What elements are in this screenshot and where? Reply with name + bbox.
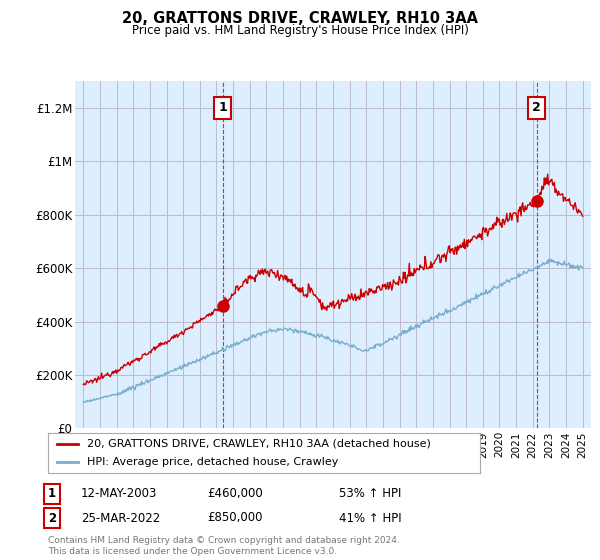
Text: 41% ↑ HPI: 41% ↑ HPI bbox=[339, 511, 401, 525]
Text: 1: 1 bbox=[48, 487, 56, 501]
Text: 20, GRATTONS DRIVE, CRAWLEY, RH10 3AA: 20, GRATTONS DRIVE, CRAWLEY, RH10 3AA bbox=[122, 11, 478, 26]
Text: 12-MAY-2003: 12-MAY-2003 bbox=[81, 487, 157, 501]
Text: 1: 1 bbox=[218, 101, 227, 114]
Text: Price paid vs. HM Land Registry's House Price Index (HPI): Price paid vs. HM Land Registry's House … bbox=[131, 24, 469, 36]
Text: £460,000: £460,000 bbox=[207, 487, 263, 501]
Text: 2: 2 bbox=[532, 101, 541, 114]
Text: 20, GRATTONS DRIVE, CRAWLEY, RH10 3AA (detached house): 20, GRATTONS DRIVE, CRAWLEY, RH10 3AA (d… bbox=[87, 439, 431, 449]
Text: HPI: Average price, detached house, Crawley: HPI: Average price, detached house, Craw… bbox=[87, 458, 338, 467]
Text: 2: 2 bbox=[48, 511, 56, 525]
Text: £850,000: £850,000 bbox=[207, 511, 263, 525]
Text: Contains HM Land Registry data © Crown copyright and database right 2024.
This d: Contains HM Land Registry data © Crown c… bbox=[48, 536, 400, 556]
Text: 53% ↑ HPI: 53% ↑ HPI bbox=[339, 487, 401, 501]
Text: 25-MAR-2022: 25-MAR-2022 bbox=[81, 511, 160, 525]
